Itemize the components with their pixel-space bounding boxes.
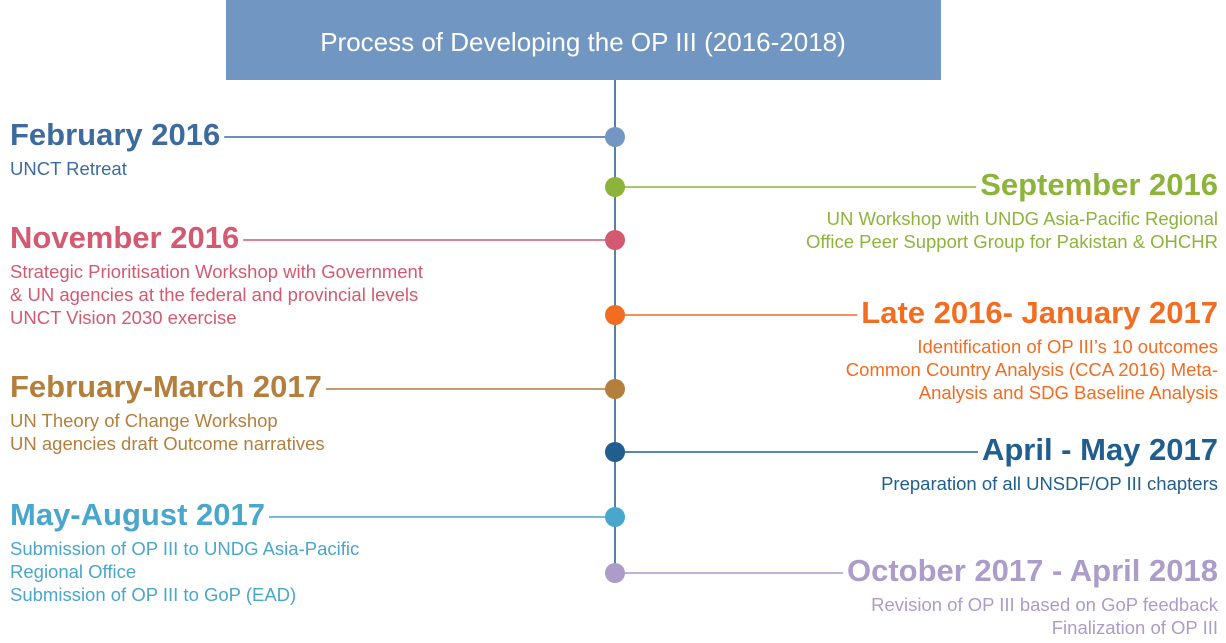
title: Process of Developing the OP III (2016-2… xyxy=(320,27,846,57)
event-text: UNCT Vision 2030 exercise xyxy=(10,307,237,328)
event-date: November 2016 xyxy=(10,220,239,255)
event-dot xyxy=(605,305,625,325)
event-text: Strategic Prioritisation Workshop with G… xyxy=(10,261,423,282)
event-text: Submission of OP III to GoP (EAD) xyxy=(10,584,296,605)
event-dot xyxy=(605,127,625,147)
event-text: UN Theory of Change Workshop xyxy=(10,410,278,431)
event-text: Revision of OP III based on GoP feedback xyxy=(871,594,1219,615)
event-text: Common Country Analysis (CCA 2016) Meta- xyxy=(846,359,1218,380)
event-text: UN agencies draft Outcome narratives xyxy=(10,433,325,454)
title-box xyxy=(226,0,941,80)
event-dot xyxy=(605,230,625,250)
event-date: February 2016 xyxy=(10,117,220,152)
event-text: Preparation of all UNSDF/OP III chapters xyxy=(881,473,1218,494)
event-text: Submission of OP III to UNDG Asia-Pacifi… xyxy=(10,538,359,559)
event-date: April - May 2017 xyxy=(982,432,1218,467)
event-date: September 2016 xyxy=(980,167,1218,202)
event-text: Analysis and SDG Baseline Analysis xyxy=(919,382,1218,403)
event-text: Regional Office xyxy=(10,561,136,582)
event-text: Office Peer Support Group for Pakistan &… xyxy=(806,231,1218,252)
event-dot xyxy=(605,379,625,399)
event-date: May-August 2017 xyxy=(10,497,265,532)
event-dot xyxy=(605,442,625,462)
event-text: & UN agencies at the federal and provinc… xyxy=(10,284,418,305)
event-date: February-March 2017 xyxy=(10,369,322,404)
event-dot xyxy=(605,507,625,527)
event-text: Finalization of OP III xyxy=(1052,617,1218,638)
event-date: Late 2016- January 2017 xyxy=(861,295,1218,330)
event-text: Identification of OP III’s 10 outcomes xyxy=(917,336,1218,357)
event-date: October 2017 - April 2018 xyxy=(847,553,1218,588)
event-dot xyxy=(605,563,625,583)
event-text: UN Workshop with UNDG Asia-Pacific Regio… xyxy=(827,208,1218,229)
event-text: UNCT Retreat xyxy=(10,158,127,179)
event-dot xyxy=(605,177,625,197)
